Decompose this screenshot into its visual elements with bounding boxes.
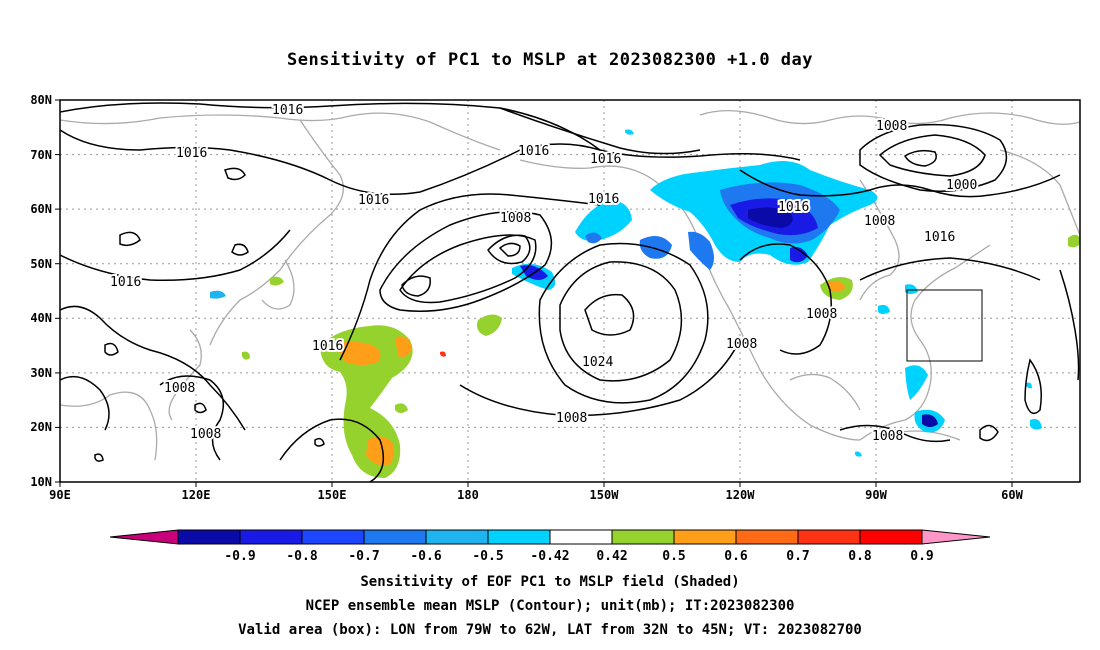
colorbar-swatch [611,529,675,545]
lon-tick-label: 150W [590,488,620,502]
contour-label: 1016 [778,200,809,215]
colorbar: -0.9 -0.8 -0.7 -0.6 -0.5 -0.42 0.42 0.5 0.6 0.7 0.… [109,529,991,564]
caption-line-1: Sensitivity of EOF PC1 to MSLP field (Sh… [360,574,740,590]
colorbar-arrow-max [921,529,991,545]
grid-lines [60,100,1080,482]
coastlines [60,110,1080,461]
caption-line-2: NCEP ensemble mean MSLP (Contour); unit(… [305,598,795,614]
contour-label: 1016 [312,339,343,354]
lat-tick-label: 40N [30,311,52,325]
colorbar-arrow-min [109,529,179,545]
colorbar-swatch [301,529,365,545]
lon-tick-label: 120W [726,488,756,502]
latitude-axis: 80N 70N 60N 50N 40N 30N 20N 10N [30,93,60,489]
colorbar-tick-label: 0.42 [596,549,627,564]
colorbar-tick-label: -0.5 [472,549,503,564]
caption-line-3: Valid area (box): LON from 79W to 62W, L… [238,622,862,638]
contour-label: 1016 [588,192,619,207]
lat-tick-label: 60N [30,202,52,216]
colorbar-tick-label: 0.9 [910,549,933,564]
lon-tick-label: 180 [457,488,479,502]
map-title: Sensitivity of PC1 to MSLP at 2023082300… [286,50,813,70]
contour-label: 1008 [806,307,837,322]
plot-frame [59,99,1081,483]
lon-tick-label: 90E [49,488,71,502]
lat-tick-label: 50N [30,257,52,271]
colorbar-tick-label: 0.6 [724,549,748,564]
colorbar-swatch [735,529,799,545]
contour-label: 1008 [864,214,895,229]
contour-label: 1016 [110,275,141,290]
colorbar-swatch [363,529,427,545]
colorbar-swatch [797,529,861,545]
colorbar-tick-label: -0.6 [410,549,441,564]
positive-sensitivity-shading [242,234,1080,478]
contour-labels: 1016 1016 1016 1016 1016 1016 1016 1016 … [108,101,979,446]
lat-tick-label: 30N [30,366,52,380]
contour-label: 1008 [190,427,221,442]
colorbar-tick-label: 0.8 [848,549,872,564]
contour-label: 1016 [518,144,549,159]
contour-label: 1008 [872,429,903,444]
colorbar-swatch [549,529,613,545]
negative-sensitivity-shading [210,129,1042,457]
colorbar-swatch [673,529,737,545]
contour-label: 1024 [582,355,613,370]
colorbar-swatch [425,529,489,545]
colorbar-tick-label: -0.42 [530,549,569,564]
colorbar-tick-label: -0.7 [348,549,379,564]
lat-tick-label: 20N [30,420,52,434]
lat-tick-label: 10N [30,475,52,489]
contour-label: 1016 [176,146,207,161]
contour-label: 1016 [272,103,303,118]
longitude-axis: 90E 120E 150E 180 150W 120W 90W 60W [49,482,1024,502]
lon-tick-label: 120E [182,488,211,502]
colorbar-tick-label: -0.8 [286,549,317,564]
colorbar-tick-label: 0.7 [786,549,809,564]
valid-area-box [906,289,983,362]
contour-label: 1008 [876,119,907,134]
contour-label: 1008 [164,381,195,396]
colorbar-tick-label: -0.9 [224,549,255,564]
colorbar-tick-label: 0.5 [662,549,685,564]
colorbar-swatch [487,529,551,545]
lon-tick-label: 60W [1001,488,1023,502]
contour-label: 1016 [590,152,621,167]
contour-label: 1008 [726,337,757,352]
lat-tick-label: 80N [30,93,52,107]
contour-label: 1016 [358,193,389,208]
contour-label: 1016 [924,230,955,245]
contour-label: 1000 [946,178,977,193]
colorbar-swatch [177,529,241,545]
mslp-contours [60,102,1080,482]
contour-label: 1008 [556,411,587,426]
colorbar-swatch [239,529,303,545]
lon-tick-label: 90W [865,488,887,502]
lon-tick-label: 150E [318,488,347,502]
contour-label: 1008 [500,211,531,226]
colorbar-swatch [859,529,923,545]
lat-tick-label: 70N [30,148,52,162]
